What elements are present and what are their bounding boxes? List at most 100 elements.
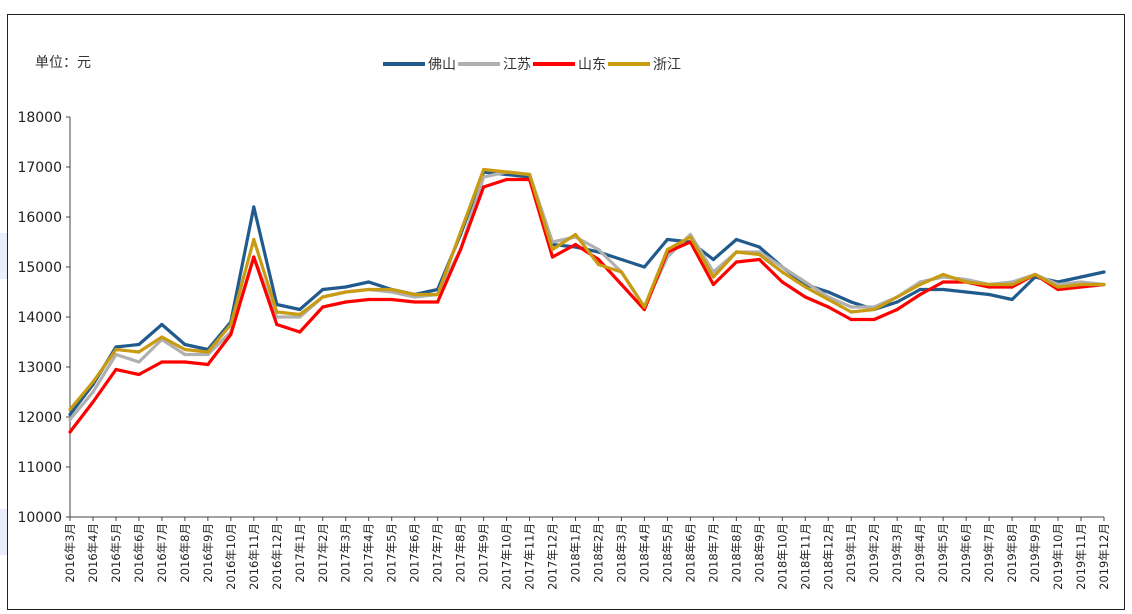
x-tick-label: 2018年5月 xyxy=(660,523,674,583)
data-point-2 xyxy=(298,315,302,319)
data-point-2 xyxy=(757,250,761,254)
data-point-4 xyxy=(1033,272,1037,277)
data-point-1 xyxy=(344,285,348,289)
data-point-2 xyxy=(183,352,187,357)
data-point-2 xyxy=(780,265,784,269)
data-point-4 xyxy=(91,380,95,384)
y-tick-label: 10000 xyxy=(17,510,62,526)
data-point-4 xyxy=(895,295,899,299)
data-point-3 xyxy=(1079,285,1083,289)
data-point-1 xyxy=(367,280,371,284)
x-tick-label: 2016年5月 xyxy=(109,523,123,583)
data-point-4 xyxy=(114,347,118,352)
data-point-4 xyxy=(665,247,670,252)
x-tick-label: 2019年10月 xyxy=(1051,523,1065,590)
x-tick-label: 2018年11月 xyxy=(798,523,812,590)
data-point-3 xyxy=(803,295,807,299)
data-point-3 xyxy=(619,282,624,287)
x-tick-label: 2016年6月 xyxy=(132,523,146,583)
data-point-1 xyxy=(252,205,256,209)
x-tick-label: 2016年9月 xyxy=(201,523,215,583)
data-point-2 xyxy=(68,417,72,422)
chart-legend: 佛山 江苏 山东 浙江 xyxy=(383,54,683,74)
series-line-2 xyxy=(68,170,1105,421)
x-tick-label: 2018年2月 xyxy=(591,523,605,583)
data-point-1 xyxy=(941,287,945,292)
left-edge-tint xyxy=(0,509,7,555)
data-point-1 xyxy=(826,290,830,294)
x-tick-label: 2016年11月 xyxy=(247,523,261,590)
data-point-4 xyxy=(688,235,693,239)
data-point-4 xyxy=(780,270,784,274)
series-line-1 xyxy=(68,170,1105,416)
data-point-3 xyxy=(872,317,876,322)
x-tick-label: 2018年6月 xyxy=(683,523,697,583)
y-tick-label: 12000 xyxy=(17,410,62,426)
data-point-1 xyxy=(895,300,899,304)
x-tick-label: 2016年8月 xyxy=(178,523,192,583)
y-tick-label: 17000 xyxy=(17,160,62,176)
x-tick-label: 2017年3月 xyxy=(339,523,353,583)
data-point-1 xyxy=(711,257,716,262)
data-point-1 xyxy=(68,412,72,417)
legend-item-shandong: 山东 xyxy=(533,54,606,74)
data-point-4 xyxy=(918,282,922,287)
data-point-4 xyxy=(252,237,256,242)
data-point-1 xyxy=(1010,297,1014,302)
x-tick-label: 2017年4月 xyxy=(362,523,376,583)
chart-frame xyxy=(7,14,1125,610)
data-point-3 xyxy=(459,247,463,252)
data-point-2 xyxy=(1079,280,1083,284)
data-point-3 xyxy=(229,332,233,337)
data-point-4 xyxy=(1102,282,1106,287)
data-point-3 xyxy=(68,430,72,434)
legend-item-jiangsu: 江苏 xyxy=(458,54,531,74)
data-point-4 xyxy=(1056,285,1060,289)
x-tick-label: 2017年6月 xyxy=(408,523,422,583)
data-point-4 xyxy=(872,307,876,312)
data-point-1 xyxy=(642,265,647,269)
x-tick-label: 2019年9月 xyxy=(1028,523,1042,583)
legend-swatch-shandong xyxy=(533,62,575,66)
data-point-4 xyxy=(344,290,348,294)
y-tick-label: 18000 xyxy=(17,110,62,126)
data-point-3 xyxy=(941,280,945,284)
data-point-2 xyxy=(91,390,95,394)
data-point-1 xyxy=(757,245,761,249)
x-tick-label: 2016年10月 xyxy=(224,523,238,590)
x-tick-label: 2017年1月 xyxy=(293,523,307,583)
data-point-1 xyxy=(1102,270,1106,274)
data-point-4 xyxy=(550,247,555,252)
data-point-1 xyxy=(918,287,922,292)
data-point-3 xyxy=(206,362,210,367)
data-point-4 xyxy=(505,170,509,174)
x-tick-label: 2018年3月 xyxy=(614,523,628,583)
data-point-3 xyxy=(596,257,601,262)
data-point-4 xyxy=(757,252,761,257)
data-point-4 xyxy=(275,310,279,314)
x-tick-label: 2018年1月 xyxy=(569,523,583,583)
x-tick-label: 2016年7月 xyxy=(155,523,169,583)
data-point-2 xyxy=(413,295,417,299)
data-point-4 xyxy=(987,282,991,287)
data-point-4 xyxy=(298,312,302,317)
data-point-1 xyxy=(160,322,164,327)
x-tick-label: 2016年12月 xyxy=(270,523,284,590)
legend-label-jiangsu: 江苏 xyxy=(503,57,531,73)
data-point-4 xyxy=(68,407,72,412)
y-tick-label: 16000 xyxy=(17,210,62,226)
data-point-3 xyxy=(987,285,991,289)
x-tick-label: 2019年11月 xyxy=(1074,523,1088,590)
data-point-4 xyxy=(482,167,486,172)
data-point-1 xyxy=(665,237,670,242)
data-point-4 xyxy=(436,292,440,297)
data-point-1 xyxy=(987,292,991,297)
x-tick-label: 2018年8月 xyxy=(729,523,743,583)
data-point-2 xyxy=(114,352,118,357)
x-tick-label: 2018年12月 xyxy=(821,523,835,590)
data-point-4 xyxy=(803,285,807,289)
legend-swatch-foshan xyxy=(383,62,425,66)
x-tick-label: 2019年1月 xyxy=(844,523,858,583)
y-tick-label: 14000 xyxy=(17,310,62,326)
